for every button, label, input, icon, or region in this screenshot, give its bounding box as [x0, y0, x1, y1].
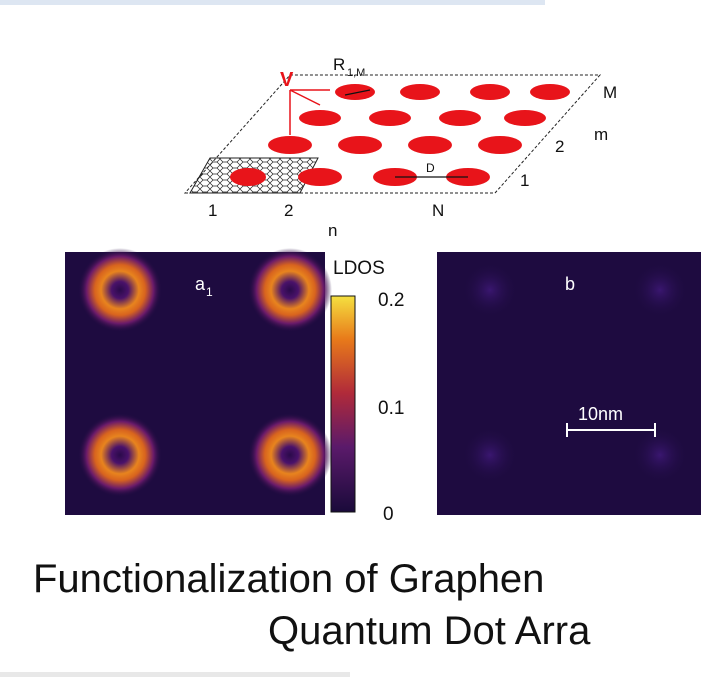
panel-label: a: [195, 274, 206, 294]
colorbar-title: LDOS: [333, 258, 385, 279]
label: V: [280, 69, 294, 91]
label: 1: [208, 201, 217, 220]
top-bar: [0, 0, 545, 5]
slide-title: Quantum Dot Arra: [268, 609, 591, 653]
colorbar: LDOS 0.2 0.1 0: [331, 258, 404, 525]
colorbar-tick: 0.1: [378, 398, 404, 419]
label: N: [432, 201, 444, 220]
colorbar-tick: 0: [383, 504, 394, 525]
label: 2: [284, 201, 293, 220]
scale-bar-label: 10nm: [578, 404, 623, 424]
schematic: V R 1,M M m 2 1 D N n 1 2: [185, 55, 617, 240]
panel-b: b 10nm: [437, 252, 701, 515]
bottom-bar: [0, 672, 350, 677]
label: D: [426, 161, 435, 175]
slide-title: Functionalization of Graphen: [33, 557, 544, 601]
label: 1,M: [347, 67, 365, 79]
label: 1: [520, 171, 529, 190]
colorbar-tick: 0.2: [378, 290, 404, 311]
panel-label: 1: [206, 285, 213, 299]
slide: V R 1,M M m 2 1 D N n 1 2 a 1 LDOS 0.2 0…: [0, 0, 701, 677]
label: M: [603, 83, 617, 102]
label: 2: [555, 137, 564, 156]
label: m: [594, 125, 608, 144]
panel-a: a 1: [65, 248, 332, 515]
label: R: [333, 55, 345, 74]
panel-label: b: [565, 274, 575, 294]
label: n: [328, 221, 337, 240]
